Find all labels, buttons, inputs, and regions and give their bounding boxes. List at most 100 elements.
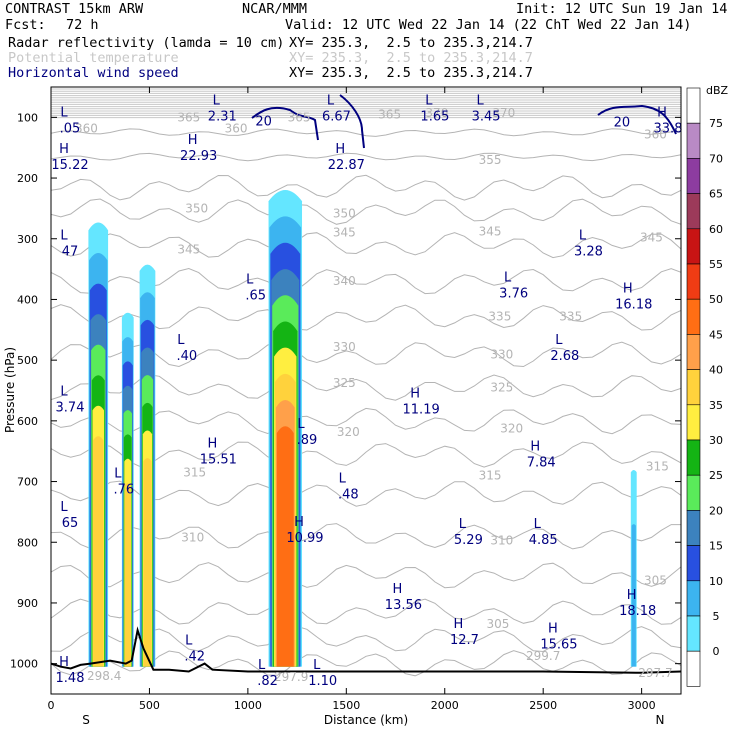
wind-extremum-value: 10.99: [286, 531, 323, 546]
colorbar-level: 70: [709, 152, 723, 165]
theta-label: 297.9: [274, 670, 308, 684]
wind-extremum-value: 22.93: [180, 149, 217, 164]
wind-extremum-value: .65: [245, 288, 266, 303]
y-tick-label: 500: [17, 354, 38, 367]
theta-label: 305: [644, 573, 667, 587]
y-tick-label: 600: [17, 415, 38, 428]
wind-extremum-kind: H: [393, 582, 403, 597]
colorbar-swatch: [686, 228, 701, 265]
theta-label: 350: [185, 201, 208, 215]
axes: 0 500 1000 1500 2000 2500 3000 100 200 300 400 500 6…: [10, 87, 681, 712]
wind-contour-20-left-branch: [339, 94, 365, 149]
wind-extremum-kind: H: [548, 621, 558, 636]
wind-extremum-kind: L: [555, 333, 563, 348]
wind-extremum-value: 11.19: [403, 402, 440, 417]
y-tick-label: 700: [17, 476, 38, 489]
theta-label: 330: [333, 340, 356, 354]
theta-line: [51, 625, 681, 653]
colorbar-level: 45: [709, 328, 723, 341]
wind-extremum-value: .40: [177, 349, 198, 364]
colorbar-level: 5: [713, 610, 720, 623]
colorbar-level: 55: [709, 258, 723, 271]
wind-extremum-kind: L: [459, 517, 467, 532]
wind-extremum-value: .05: [60, 121, 81, 136]
wind-extremum-value: 33.8: [654, 121, 683, 136]
wind-extremum-value: 1.65: [420, 109, 449, 124]
wind-extremum-kind: L: [60, 500, 68, 515]
theta-label: 360: [75, 121, 98, 135]
theta-label: 315: [183, 465, 206, 479]
theta-line: [51, 523, 681, 550]
x-axis-title: Distance (km): [324, 713, 408, 727]
x-tick-label: 3000: [628, 699, 656, 712]
forecast-label: Fcst:: [5, 17, 46, 33]
wind-extremum-value: 3.74: [56, 401, 85, 416]
wind-extremum-value: .89: [297, 433, 318, 448]
colorbar-level: 0: [713, 645, 720, 658]
wind-extremum-kind: L: [327, 93, 335, 108]
colorbar-level: 10: [709, 575, 723, 588]
theta-line: [51, 152, 681, 162]
colorbar-level: 20: [709, 504, 723, 517]
colorbar-level: 25: [709, 469, 723, 482]
theta-label: 340: [333, 274, 356, 288]
theta-line: [51, 441, 681, 468]
init-time: Init: 12 UTC Sun 19 Jan 14: [516, 1, 728, 17]
wind-extremum-kind: L: [476, 93, 484, 108]
wind-extremum-value: 22.87: [328, 158, 365, 173]
x-tick-label: 500: [139, 699, 160, 712]
reflectivity-contour-40: [124, 483, 131, 667]
wind-extremum-value: 15.51: [200, 452, 237, 467]
y-tick-label: 100: [17, 111, 38, 124]
wind-extremum-kind: L: [213, 93, 221, 108]
theta-isentropes: [51, 88, 681, 677]
wind-extremum-kind: H: [188, 133, 198, 148]
wind-contour-labels: 20 20: [255, 114, 630, 130]
theta-line: [51, 650, 681, 677]
plot-frame: [50, 86, 682, 695]
colorbar-swatch: [686, 404, 701, 441]
south-end-label: S: [82, 713, 90, 727]
y-axis-title: Pressure (hPa): [3, 347, 17, 433]
wind-extremum-value: .82: [257, 674, 278, 689]
theta-label: 355: [479, 153, 502, 167]
theta-line: [51, 407, 681, 435]
colorbar-swatch: [686, 510, 701, 546]
colorbar-level: 65: [709, 188, 723, 201]
wind-extremum-value: 3.28: [574, 245, 603, 260]
theta-line: [51, 598, 681, 625]
colorbar-swatch: [686, 87, 701, 124]
valid-time: Valid: 12 UTC Wed 22 Jan 14 (22 ChT Wed …: [285, 17, 692, 33]
theta-label: 297.7: [638, 666, 672, 680]
wind-contour-label: 20: [255, 114, 272, 129]
reflectivity-contour-10: [631, 524, 636, 667]
y-tick-label: 800: [17, 536, 38, 549]
theta-label: 315: [479, 468, 502, 482]
field-xy-wind: XY= 235.3, 2.5 to 235.3,214.7: [289, 65, 533, 81]
colorbar-level: 15: [709, 540, 723, 553]
wind-extremum-value: .42: [184, 650, 205, 665]
wind-extremum-value: 1.10: [308, 674, 337, 689]
field-name-wind: Horizontal wind speed: [8, 65, 179, 81]
wind-extremum-value: 4.85: [529, 533, 558, 548]
colorbar-swatch: [686, 263, 701, 300]
theta-label: 330: [490, 348, 513, 362]
wind-extremum-kind: L: [297, 417, 305, 432]
theta-line: [51, 267, 681, 295]
colorbar-level: 60: [709, 223, 723, 236]
wind-extremum-value: 18.18: [619, 604, 656, 619]
wind-extremum-kind: L: [114, 467, 122, 482]
theta-label: 335: [488, 309, 511, 323]
wind-extremum-kind: L: [313, 658, 321, 673]
forecast-hours: 72 h: [66, 17, 99, 33]
wind-extremum-value: .48: [338, 487, 359, 502]
north-end-label: N: [656, 713, 665, 727]
theta-labels: 360 365 360 365 365 370 370 360 355 350 350 345 345 3…: [75, 106, 673, 684]
wind-extremum-kind: L: [579, 229, 587, 244]
wind-extremum-kind: H: [294, 515, 304, 530]
theta-label: 315: [646, 459, 669, 473]
model-title: CONTRAST 15km ARW: [5, 1, 144, 17]
reflectivity-contour-50: [276, 426, 294, 667]
wind-extremum-value: 16.18: [615, 297, 652, 312]
